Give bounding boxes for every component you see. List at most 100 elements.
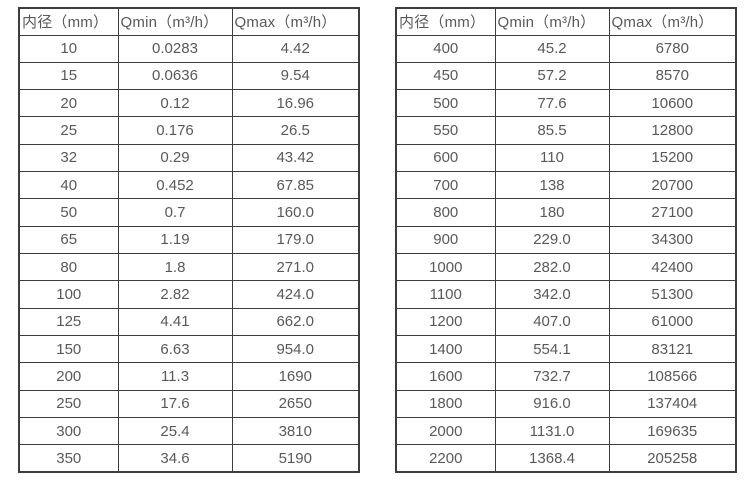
cell-diameter: 550 [395, 116, 496, 145]
cell-qmax: 61000 [608, 307, 737, 336]
table-row: 500 77.6 10600 [395, 89, 737, 118]
cell-qmin: 0.12 [117, 89, 233, 118]
cell-qmin: 1368.4 [494, 444, 610, 473]
cell-diameter: 32 [18, 143, 119, 173]
table-row: 1600 732.7 108566 [395, 362, 737, 391]
cell-qmin: 45.2 [494, 34, 610, 63]
table-row: 2000 1131.0 169635 [395, 416, 737, 446]
cell-diameter: 50 [18, 198, 119, 227]
cell-qmax: 137404 [608, 389, 737, 418]
cell-diameter: 150 [18, 334, 119, 364]
cell-diameter: 1200 [395, 307, 496, 336]
table-row: 2200 1368.4 205258 [395, 444, 737, 473]
table-row: 400 45.2 6780 [395, 34, 737, 63]
cell-qmax: 205258 [608, 444, 737, 473]
cell-qmax: 34300 [608, 225, 737, 255]
table-row: 700 138 20700 [395, 171, 737, 200]
cell-diameter: 600 [395, 143, 496, 173]
table-row: 80 1.8 271.0 [18, 252, 360, 282]
cell-qmax: 1690 [231, 362, 360, 391]
cell-qmax: 51300 [608, 280, 737, 309]
cell-qmin: 229.0 [494, 225, 610, 255]
cell-qmin: 1.8 [117, 252, 233, 282]
cell-qmin: 0.0636 [117, 61, 233, 91]
cell-diameter: 300 [18, 416, 119, 446]
table-row: 300 25.4 3810 [18, 416, 360, 446]
cell-qmax: 42400 [608, 252, 737, 282]
cell-diameter: 25 [18, 116, 119, 145]
cell-qmin: 4.41 [117, 307, 233, 336]
table-row: 25 0.176 26.5 [18, 116, 360, 145]
table-row: 40 0.452 67.85 [18, 171, 360, 200]
cell-qmax: 16.96 [231, 89, 360, 118]
table-row: 1400 554.1 83121 [395, 334, 737, 364]
cell-qmax: 20700 [608, 171, 737, 200]
cell-diameter: 200 [18, 362, 119, 391]
cell-qmin: 407.0 [494, 307, 610, 336]
table-row: 10 0.0283 4.42 [18, 34, 360, 63]
cell-qmax: 3810 [231, 416, 360, 446]
cell-qmax: 2650 [231, 389, 360, 418]
header-qmax: Qmax（m³/h） [231, 7, 360, 36]
table-row: 125 4.41 662.0 [18, 307, 360, 336]
table-row: 1000 282.0 42400 [395, 252, 737, 282]
header-qmin: Qmin（m³/h） [117, 7, 233, 36]
cell-qmax: 271.0 [231, 252, 360, 282]
header-row: 内径（mm） Qmin（m³/h） Qmax（m³/h） [395, 7, 737, 36]
table-row: 100 2.82 424.0 [18, 280, 360, 309]
cell-qmin: 2.82 [117, 280, 233, 309]
cell-diameter: 65 [18, 225, 119, 255]
table-row: 150 6.63 954.0 [18, 334, 360, 364]
cell-diameter: 900 [395, 225, 496, 255]
cell-qmax: 424.0 [231, 280, 360, 309]
cell-qmax: 26.5 [231, 116, 360, 145]
cell-diameter: 350 [18, 444, 119, 473]
table-row: 350 34.6 5190 [18, 444, 360, 473]
cell-diameter: 10 [18, 34, 119, 63]
cell-diameter: 1400 [395, 334, 496, 364]
cell-qmin: 554.1 [494, 334, 610, 364]
cell-qmin: 25.4 [117, 416, 233, 446]
cell-qmin: 138 [494, 171, 610, 200]
cell-diameter: 20 [18, 89, 119, 118]
cell-qmax: 67.85 [231, 171, 360, 200]
cell-diameter: 15 [18, 61, 119, 91]
cell-qmin: 180 [494, 198, 610, 227]
table-row: 600 110 15200 [395, 143, 737, 173]
header-qmin: Qmin（m³/h） [494, 7, 610, 36]
cell-diameter: 100 [18, 280, 119, 309]
cell-qmin: 57.2 [494, 61, 610, 91]
cell-qmin: 6.63 [117, 334, 233, 364]
cell-qmin: 0.29 [117, 143, 233, 173]
table-row: 50 0.7 160.0 [18, 198, 360, 227]
cell-qmin: 17.6 [117, 389, 233, 418]
cell-qmax: 4.42 [231, 34, 360, 63]
cell-qmax: 179.0 [231, 225, 360, 255]
cell-diameter: 125 [18, 307, 119, 336]
cell-qmin: 342.0 [494, 280, 610, 309]
cell-qmax: 954.0 [231, 334, 360, 364]
cell-qmax: 83121 [608, 334, 737, 364]
cell-qmax: 6780 [608, 34, 737, 63]
cell-qmax: 169635 [608, 416, 737, 446]
cell-qmax: 662.0 [231, 307, 360, 336]
cell-diameter: 2000 [395, 416, 496, 446]
cell-qmax: 5190 [231, 444, 360, 473]
cell-diameter: 1600 [395, 362, 496, 391]
cell-diameter: 80 [18, 252, 119, 282]
flow-table-small-diameters: 内径（mm） Qmin（m³/h） Qmax（m³/h） 10 0.0283 4.42 15… [18, 7, 360, 473]
cell-qmin: 0.7 [117, 198, 233, 227]
cell-qmax: 160.0 [231, 198, 360, 227]
cell-qmin: 85.5 [494, 116, 610, 145]
cell-diameter: 500 [395, 89, 496, 118]
cell-diameter: 800 [395, 198, 496, 227]
cell-diameter: 450 [395, 61, 496, 91]
table-row: 1200 407.0 61000 [395, 307, 737, 336]
header-diameter: 内径（mm） [395, 7, 496, 36]
cell-diameter: 250 [18, 389, 119, 418]
cell-diameter: 400 [395, 34, 496, 63]
cell-qmax: 43.42 [231, 143, 360, 173]
cell-qmax: 12800 [608, 116, 737, 145]
cell-qmin: 0.176 [117, 116, 233, 145]
